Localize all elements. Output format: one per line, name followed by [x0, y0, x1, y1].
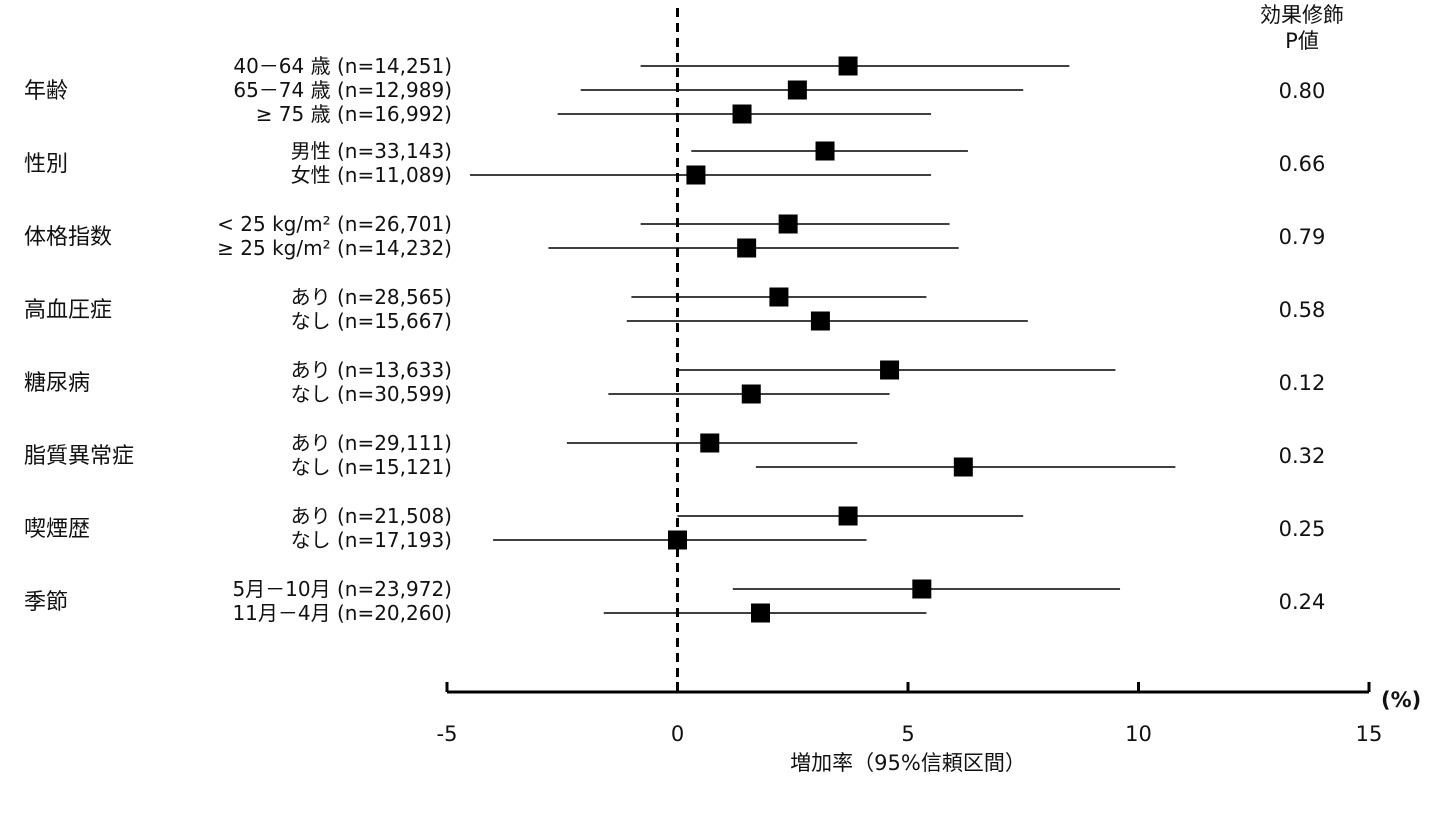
x-axis-unit: (%): [1381, 688, 1421, 712]
subgroup-label: なし (n=30,599): [291, 382, 452, 406]
subgroup-label: 40－64 歳 (n=14,251): [233, 54, 452, 78]
point-estimate-marker: [912, 579, 932, 599]
point-estimate-marker: [810, 311, 830, 331]
point-estimate-marker: [750, 603, 770, 623]
subgroup-label: ≥ 75 歳 (n=16,992): [256, 102, 452, 126]
point-estimate-marker: [686, 165, 706, 185]
subgroup-label: あり (n=28,565): [291, 285, 452, 309]
subgroup-label: あり (n=13,633): [291, 358, 452, 382]
header-effect-modification: 効果修飾: [1260, 3, 1344, 27]
x-tick-label: 0: [671, 722, 684, 746]
point-estimate-marker: [880, 360, 900, 380]
subgroup-label: あり (n=29,111): [291, 431, 452, 455]
subgroup-label: なし (n=15,121): [291, 455, 452, 479]
x-tick-label: 15: [1356, 722, 1383, 746]
p-value-label: 0.32: [1279, 444, 1326, 468]
group-label: 喫煙歴: [24, 517, 90, 542]
subgroup-label: 11月－4月 (n=20,260): [232, 601, 452, 625]
point-estimate-marker: [953, 457, 973, 477]
x-axis: -5 0 5 10 15: [437, 682, 1383, 746]
p-value-label: 0.80: [1279, 79, 1326, 103]
point-estimate-marker: [838, 56, 858, 76]
group-label: 体格指数: [24, 225, 112, 250]
point-estimate-marker: [700, 433, 720, 453]
rows-layer: 年齢 0.80 40－64 歳 (n=14,251)65－74 歳 (n=12,98…: [24, 54, 1325, 625]
subgroup-label: あり (n=21,508): [291, 504, 452, 528]
point-estimate-marker: [787, 80, 807, 100]
group-label: 糖尿病: [24, 371, 90, 396]
point-estimate-marker: [741, 384, 761, 404]
subgroup-label: 男性 (n=33,143): [291, 139, 452, 163]
x-tick-label: 10: [1125, 722, 1152, 746]
p-value-label: 0.79: [1279, 225, 1326, 249]
p-value-label: 0.66: [1279, 152, 1326, 176]
point-estimate-marker: [838, 506, 858, 526]
group-label: 脂質異常症: [24, 444, 134, 469]
group-label: 年齢: [24, 79, 68, 104]
subgroup-label: 5月－10月 (n=23,972): [232, 577, 452, 601]
x-axis-title: 増加率（95%信頼区間）: [790, 751, 1026, 775]
p-value-label: 0.24: [1279, 590, 1326, 614]
x-tick-label: -5: [437, 722, 458, 746]
group-label: 性別: [24, 152, 68, 177]
header-p-value: P値: [1285, 29, 1319, 53]
subgroup-label: < 25 kg/m² (n=26,701): [217, 212, 452, 236]
p-value-label: 0.12: [1279, 371, 1326, 395]
p-value-label: 0.58: [1279, 298, 1326, 322]
subgroup-label: 65－74 歳 (n=12,989): [233, 78, 452, 102]
group-label: 高血圧症: [24, 298, 112, 323]
group-label: 季節: [24, 590, 68, 615]
point-estimate-marker: [769, 287, 789, 307]
x-tick-label: 5: [901, 722, 914, 746]
point-estimate-marker: [815, 141, 835, 161]
p-value-label: 0.25: [1279, 517, 1326, 541]
point-estimate-marker: [732, 104, 752, 124]
subgroup-label: なし (n=15,667): [291, 309, 452, 333]
point-estimate-marker: [737, 238, 757, 258]
point-estimate-marker: [778, 214, 798, 234]
subgroup-label: なし (n=17,193): [291, 528, 452, 552]
subgroup-label: ≥ 25 kg/m² (n=14,232): [217, 236, 452, 260]
subgroup-label: 女性 (n=11,089): [291, 163, 452, 187]
